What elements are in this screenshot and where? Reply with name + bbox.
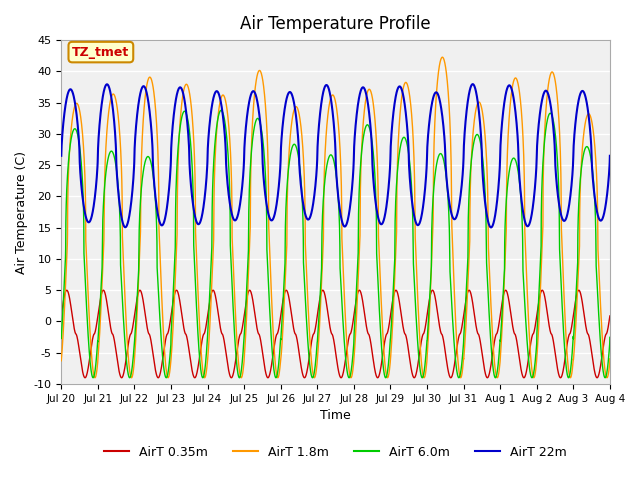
Y-axis label: Air Temperature (C): Air Temperature (C) [15, 151, 28, 274]
Title: Air Temperature Profile: Air Temperature Profile [240, 15, 431, 33]
X-axis label: Time: Time [320, 409, 351, 422]
Legend: AirT 0.35m, AirT 1.8m, AirT 6.0m, AirT 22m: AirT 0.35m, AirT 1.8m, AirT 6.0m, AirT 2… [99, 441, 572, 464]
Text: TZ_tmet: TZ_tmet [72, 46, 129, 59]
